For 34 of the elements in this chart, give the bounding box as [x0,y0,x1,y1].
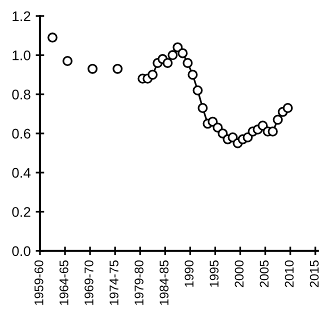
point [272,114,283,125]
x-tick-label: 2015 [310,260,319,288]
point [112,64,123,74]
point [62,56,73,66]
point [182,58,193,68]
point [188,70,198,80]
point [148,70,158,80]
point [178,48,188,58]
x-tick-label: 1969-70 [84,260,94,305]
point [47,32,58,43]
point [168,50,178,60]
y-tick-label: 0.2 [12,207,30,217]
x-tick-label: 1990 [184,260,194,287]
x-tick-label: 1974-75 [110,260,118,305]
x-tick-label: 1995 [210,260,219,287]
x-tick-label: 1964-65 [60,260,68,305]
x-tick-label: 1984-85 [160,260,168,305]
point [192,85,203,96]
x-tick-label: 1959-60 [34,260,44,305]
point [282,102,293,113]
point [162,58,173,68]
y-tick-label: 1.0 [12,50,30,60]
x-tick-label: 2000 [234,260,244,288]
x-tick-label: 1979-80 [134,260,144,305]
y-tick-label: 1.2 [12,11,30,22]
point [88,64,98,74]
x-tick-label: 2010 [284,260,294,288]
y-tick-label: 0.8 [12,90,30,100]
y-tick-label: 0.4 [12,168,31,178]
y-tick-label: 0.6 [12,128,30,139]
y-tick-label: 0.0 [12,246,30,256]
point [268,126,278,136]
x-tick-label: 2005 [260,260,269,288]
point [198,102,208,113]
